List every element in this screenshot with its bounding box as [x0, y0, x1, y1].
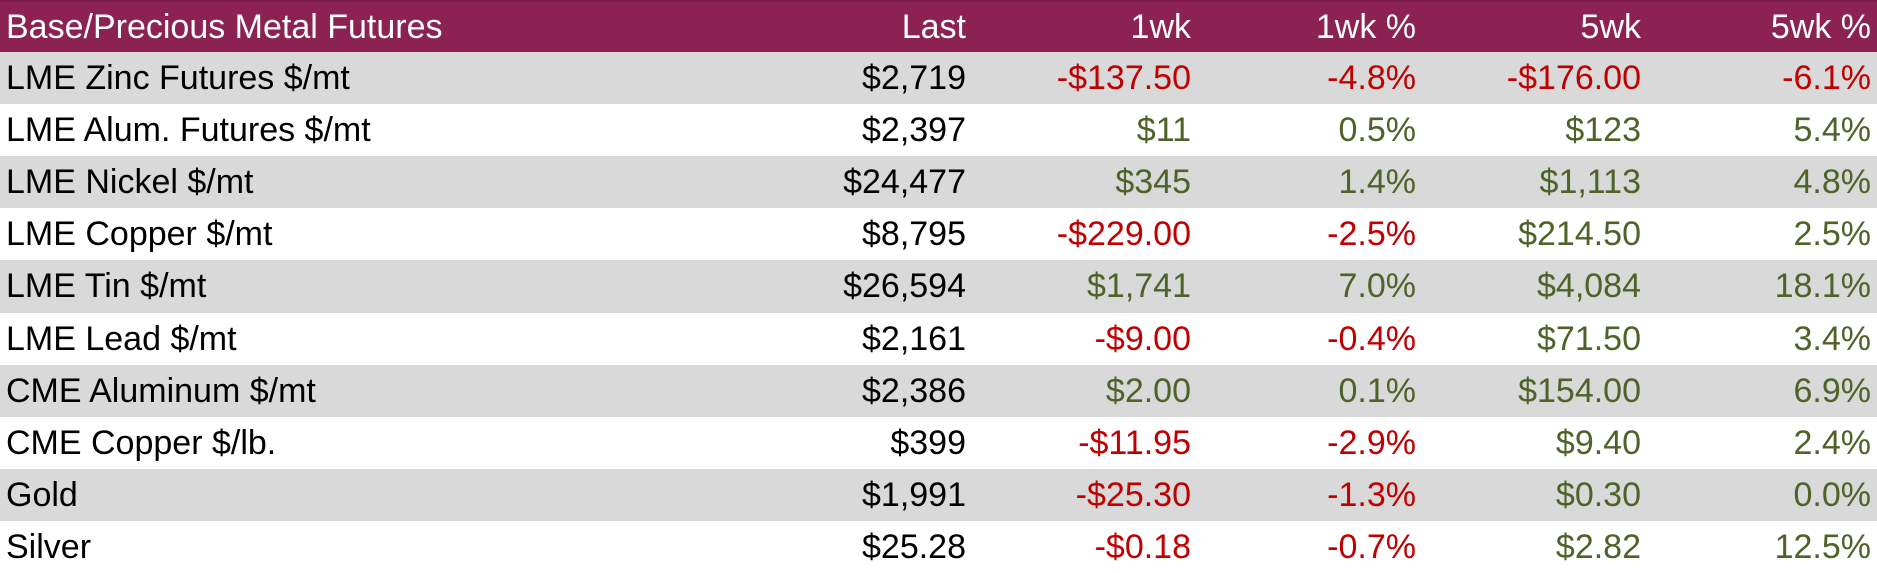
header-5wk: 5wk: [1580, 8, 1641, 47]
table-row: LME Nickel $/mt $24,477 $345 1.4% $1,113 4.8%: [0, 156, 1877, 209]
cell-5wk-pct: -6.1%: [1782, 59, 1871, 98]
table-row: LME Lead $/mt $2,161 -$9.00 -0.4% $71.50 3.4%: [0, 312, 1877, 365]
cell-1wk-pct: 1.4%: [1338, 163, 1417, 202]
cell-1wk-change: $2.00: [1105, 371, 1191, 410]
header-1wk: 1wk: [1130, 8, 1191, 47]
cell-5wk-change: $4,084: [1537, 267, 1641, 306]
cell-1wk-change: -$0.18: [1094, 527, 1191, 566]
cell-5wk-change: $154.00: [1518, 371, 1641, 410]
cell-1wk-change: -$25.30: [1075, 475, 1191, 514]
table-row: LME Alum. Futures $/mt $2,397 $11 0.5% $123 5…: [0, 104, 1877, 157]
table-row: Gold $1,991 -$25.30 -1.3% $0.30 0.0%: [0, 468, 1877, 521]
cell-1wk-pct: -0.4%: [1327, 319, 1416, 358]
cell-last: $2,161: [862, 319, 966, 358]
cell-metal-name: LME Lead $/mt: [6, 319, 237, 358]
cell-1wk-change: -$229.00: [1056, 215, 1191, 254]
cell-1wk-pct: 7.0%: [1338, 267, 1417, 306]
cell-last: $2,397: [862, 111, 966, 150]
cell-5wk-pct: 12.5%: [1774, 527, 1871, 566]
cell-5wk-change: $1,113: [1539, 163, 1641, 202]
table-row: LME Copper $/mt $8,795 -$229.00 -2.5% $214.5…: [0, 208, 1877, 261]
cell-5wk-change: $9.40: [1555, 423, 1641, 462]
cell-last: $2,386: [862, 371, 966, 410]
cell-last: $8,795: [862, 215, 966, 254]
cell-5wk-pct: 18.1%: [1774, 267, 1871, 306]
cell-last: $399: [890, 423, 966, 462]
cell-5wk-pct: 0.0%: [1793, 475, 1872, 514]
table-header-row: Base/Precious Metal Futures Last 1wk 1wk…: [0, 0, 1877, 53]
cell-5wk-change: $123: [1565, 111, 1641, 150]
cell-metal-name: LME Copper $/mt: [6, 215, 273, 254]
cell-1wk-change: -$137.50: [1056, 59, 1191, 98]
cell-5wk-pct: 2.4%: [1793, 423, 1872, 462]
cell-5wk-change: $214.50: [1518, 215, 1641, 254]
header-1wk-pct: 1wk %: [1315, 8, 1416, 47]
cell-5wk-pct: 6.9%: [1793, 371, 1872, 410]
cell-last: $24,477: [843, 163, 966, 202]
cell-1wk-change: -$11.95: [1078, 423, 1191, 462]
cell-1wk-pct: -0.7%: [1327, 527, 1416, 566]
cell-metal-name: Gold: [6, 475, 78, 514]
cell-1wk-pct: -4.8%: [1327, 59, 1416, 98]
header-5wk-pct: 5wk %: [1770, 8, 1871, 47]
table-row: LME Tin $/mt $26,594 $1,741 7.0% $4,084 18.1%: [0, 260, 1877, 313]
header-last: Last: [901, 8, 966, 47]
table-row: LME Zinc Futures $/mt $2,719 -$137.50 -4.8%…: [0, 52, 1877, 105]
cell-last: $1,991: [862, 475, 966, 514]
cell-5wk-change: -$176.00: [1506, 59, 1641, 98]
cell-1wk-pct: -2.9%: [1327, 423, 1416, 462]
cell-metal-name: LME Nickel $/mt: [6, 163, 254, 202]
cell-5wk-change: $2.82: [1555, 527, 1641, 566]
table-row: CME Aluminum $/mt $2,386 $2.00 0.1% $154.00 6…: [0, 364, 1877, 417]
cell-1wk-pct: 0.1%: [1338, 371, 1417, 410]
cell-1wk-pct: -1.3%: [1327, 475, 1416, 514]
cell-metal-name: LME Tin $/mt: [6, 267, 207, 306]
cell-metal-name: Silver: [6, 527, 92, 566]
cell-last: $2,719: [862, 59, 966, 98]
header-name: Base/Precious Metal Futures: [6, 8, 443, 47]
cell-metal-name: CME Aluminum $/mt: [6, 371, 316, 410]
cell-metal-name: CME Copper $/lb.: [6, 423, 277, 462]
table-body: LME Zinc Futures $/mt $2,719 -$137.50 -4.8%…: [0, 52, 1877, 573]
cell-5wk-change: $0.30: [1555, 475, 1641, 514]
cell-5wk-pct: 5.4%: [1793, 111, 1872, 150]
cell-1wk-change: -$9.00: [1094, 319, 1191, 358]
cell-last: $26,594: [843, 267, 966, 306]
cell-5wk-pct: 3.4%: [1793, 319, 1872, 358]
cell-metal-name: LME Zinc Futures $/mt: [6, 59, 350, 98]
cell-5wk-pct: 2.5%: [1793, 215, 1872, 254]
table-row: CME Copper $/lb. $399 -$11.95 -2.9% $9.40 2.4…: [0, 416, 1877, 469]
cell-5wk-pct: 4.8%: [1793, 163, 1872, 202]
cell-1wk-pct: -2.5%: [1327, 215, 1416, 254]
cell-5wk-change: $71.50: [1537, 319, 1641, 358]
cell-1wk-change: $345: [1115, 163, 1191, 202]
table-row: Silver $25.28 -$0.18 -0.7% $2.82 12.5%: [0, 520, 1877, 573]
cell-1wk-pct: 0.5%: [1338, 111, 1417, 150]
cell-last: $25.28: [862, 527, 966, 566]
cell-metal-name: LME Alum. Futures $/mt: [6, 111, 371, 150]
cell-1wk-change: $11: [1136, 111, 1191, 150]
cell-1wk-change: $1,741: [1087, 267, 1191, 306]
